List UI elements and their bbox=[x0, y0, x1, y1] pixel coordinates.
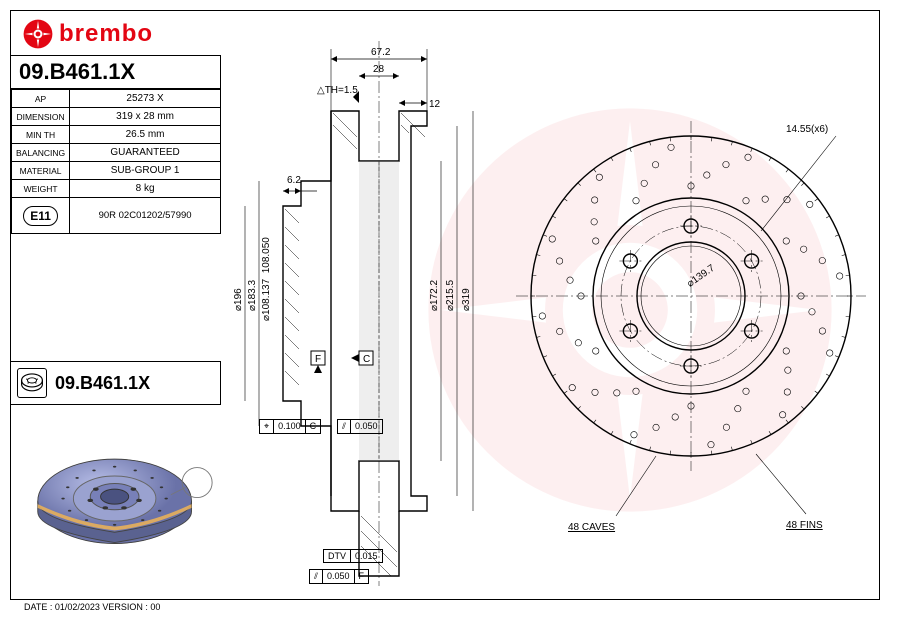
part-number-2: 09.B461.1X bbox=[55, 373, 150, 394]
fins-label: 48 FINS bbox=[786, 520, 823, 531]
spec-table: AP25273 X DIMENSION319 x 28 mm MIN TH26.… bbox=[11, 89, 221, 234]
dim-67-2: 67.2 bbox=[371, 47, 391, 58]
logo-text: brembo bbox=[59, 20, 153, 48]
dim-12: 12 bbox=[429, 99, 441, 110]
part-number: 09.B461.1X bbox=[19, 59, 135, 85]
bolt-hole-label: 14.55(x6) bbox=[786, 124, 828, 135]
dia-172: ⌀172.2 bbox=[429, 280, 440, 311]
table-row: E11 90R 02C01202/57990 bbox=[12, 198, 221, 234]
table-row: BALANCINGGUARANTEED bbox=[12, 144, 221, 162]
disc-3d-render bbox=[29, 431, 219, 581]
dia-215: ⌀215.5 bbox=[445, 280, 456, 311]
dia-196: ⌀196 bbox=[233, 288, 244, 311]
dia-319: ⌀319 bbox=[461, 288, 472, 311]
table-row: DIMENSION319 x 28 mm bbox=[12, 108, 221, 126]
disc-type-icon bbox=[17, 368, 47, 398]
table-row: MATERIALSUB-GROUP 1 bbox=[12, 162, 221, 180]
part-number-box: 09.B461.1X bbox=[11, 55, 221, 89]
gdt-parallel-2: ⫽0.050F bbox=[309, 569, 369, 584]
table-row: MIN TH26.5 mm bbox=[12, 126, 221, 144]
pcd-label: ⌀139.7 bbox=[685, 263, 717, 290]
dia-183: ⌀183.3 bbox=[247, 280, 258, 311]
table-row: AP25273 X bbox=[12, 90, 221, 108]
part-number-box-2: 09.B461.1X bbox=[11, 361, 221, 405]
datum-c: C bbox=[363, 354, 370, 365]
table-row: WEIGHT8 kg bbox=[12, 180, 221, 198]
gdt-position: ⌖0.100C bbox=[259, 419, 321, 434]
front-view: ⌀139.7 14.55(x6) 48 CAVES 48 FINS bbox=[506, 76, 876, 556]
dim-28: 28 bbox=[373, 64, 385, 75]
brembo-logo: brembo bbox=[23, 19, 153, 49]
caves-label: 48 CAVES bbox=[568, 522, 615, 533]
section-view: 67.2 28 △TH=1.5 12 bbox=[231, 31, 491, 591]
brembo-icon bbox=[23, 19, 53, 49]
dia-108: ⌀108.137 108.050 bbox=[261, 237, 272, 321]
gdt-dtv: DTV0.015 bbox=[323, 549, 383, 563]
drawing-frame: brembo 09.B461.1X AP25273 X DIMENSION319… bbox=[10, 10, 880, 600]
footer-date: DATE : 01/02/2023 VERSION : 00 bbox=[24, 602, 160, 612]
datum-f: F bbox=[315, 354, 321, 365]
dim-th: △TH=1.5 bbox=[317, 85, 358, 96]
dim-6-2: 6.2 bbox=[287, 175, 301, 186]
e11-badge: E11 bbox=[23, 206, 58, 226]
gdt-parallel-1: ⫽0.050 bbox=[337, 419, 383, 434]
